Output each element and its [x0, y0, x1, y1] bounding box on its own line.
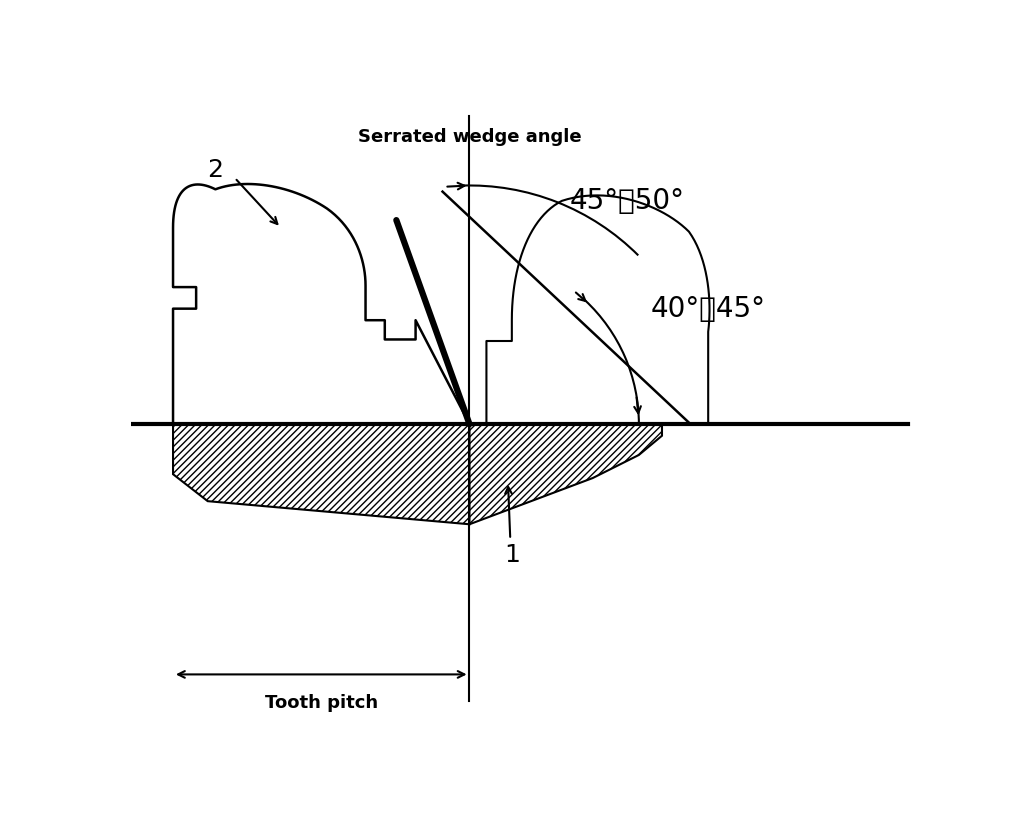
Polygon shape	[469, 195, 709, 424]
Polygon shape	[469, 424, 662, 524]
Text: 40°～45°: 40°～45°	[651, 295, 766, 322]
Polygon shape	[173, 184, 469, 424]
Text: Serrated wedge angle: Serrated wedge angle	[358, 128, 581, 146]
Text: Tooth pitch: Tooth pitch	[264, 694, 378, 711]
Text: 2: 2	[207, 158, 223, 182]
Polygon shape	[173, 424, 469, 524]
Text: 45°～50°: 45°～50°	[570, 187, 685, 215]
Text: 1: 1	[504, 543, 520, 567]
